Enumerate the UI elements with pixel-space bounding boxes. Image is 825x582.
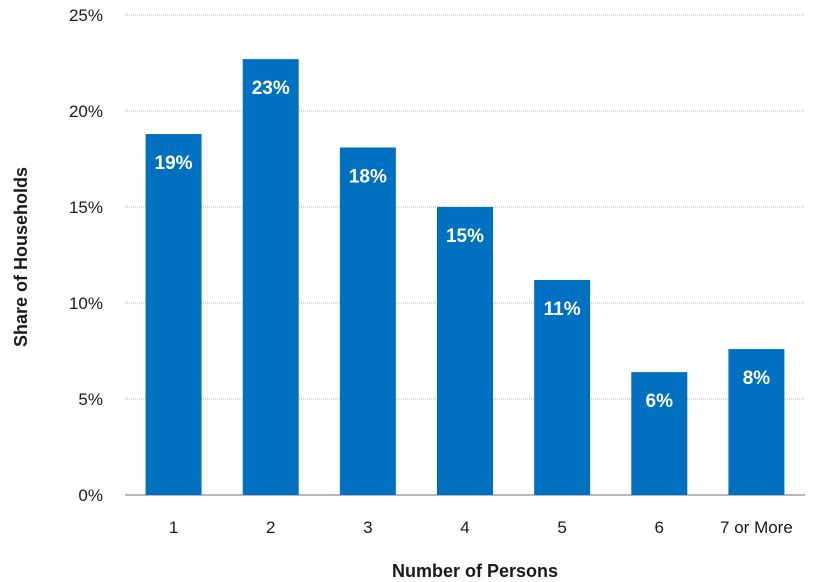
bar-data-label: 11% [544, 299, 581, 320]
x-tick-label: 6 [655, 518, 664, 537]
bar [242, 59, 299, 495]
y-tick-label: 10% [69, 294, 103, 313]
x-tick-label: 1 [169, 518, 178, 537]
bar-data-labels: 19% 23% 18% 15% 11% 6% 8% [155, 78, 771, 412]
bar-data-label: 23% [252, 78, 290, 99]
bar [437, 207, 493, 495]
bar-data-label: 15% [446, 226, 484, 247]
x-tick-label: 7 or More [720, 518, 793, 537]
y-tick-label: 20% [69, 102, 103, 121]
y-tick-label: 15% [69, 198, 103, 217]
bar [728, 349, 785, 495]
x-tick-label: 4 [460, 518, 469, 537]
bar-data-label: 19% [155, 153, 193, 174]
bar [534, 279, 591, 495]
bar-data-label: 6% [646, 391, 674, 412]
y-tick-label: 5% [78, 390, 103, 409]
bar [631, 372, 688, 495]
bar [145, 134, 202, 496]
bar-data-label: 8% [743, 368, 771, 389]
x-tick-label: 5 [557, 518, 566, 537]
y-axis-title: Share of Households [11, 167, 31, 347]
bar [339, 147, 396, 496]
x-tick-label: 3 [363, 518, 372, 537]
x-tick-label: 2 [266, 518, 275, 537]
bar-data-label: 18% [349, 166, 387, 187]
y-axis-ticks: 0% 5% 10% 15% 20% 25% [69, 6, 103, 505]
y-tick-label: 0% [78, 486, 103, 505]
x-axis-title: Number of Persons [392, 561, 558, 581]
y-tick-label: 25% [69, 6, 103, 25]
x-axis-ticks: 1 2 3 4 5 6 7 or More [169, 518, 793, 537]
bars [145, 59, 785, 496]
